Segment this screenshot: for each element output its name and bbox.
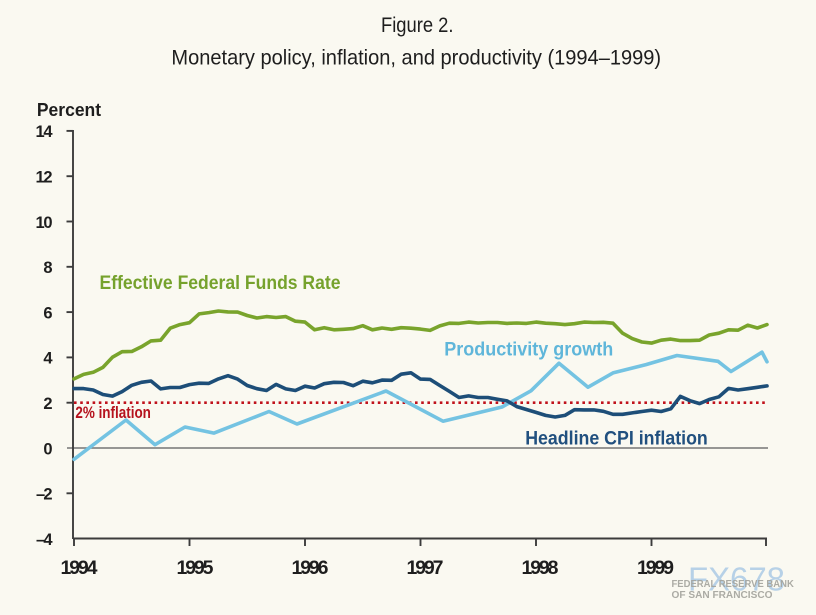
svg-text:Productivity growth: Productivity growth xyxy=(444,338,613,360)
svg-text:8: 8 xyxy=(43,259,52,277)
svg-text:Headline CPI inflation: Headline CPI inflation xyxy=(525,427,708,449)
svg-text:10: 10 xyxy=(36,214,53,232)
svg-text:2% inflation: 2% inflation xyxy=(75,404,150,422)
svg-text:12: 12 xyxy=(36,169,53,187)
svg-text:Monetary policy, inflation, an: Monetary policy, inflation, and producti… xyxy=(171,46,661,70)
svg-text:FEDERAL RESERVE BANK: FEDERAL RESERVE BANK xyxy=(672,579,795,590)
svg-text:1994: 1994 xyxy=(61,557,98,579)
svg-text:1999: 1999 xyxy=(637,557,674,579)
svg-text:14: 14 xyxy=(36,123,54,141)
svg-text:2: 2 xyxy=(43,395,52,413)
svg-text:Percent: Percent xyxy=(37,100,101,120)
svg-text:–4: –4 xyxy=(36,531,53,549)
svg-text:FX678: FX678 xyxy=(688,560,785,597)
svg-text:OF SAN FRANCISCO: OF SAN FRANCISCO xyxy=(672,590,773,601)
svg-text:–2: –2 xyxy=(36,486,53,504)
svg-text:6: 6 xyxy=(43,304,52,322)
svg-text:1997: 1997 xyxy=(407,557,444,579)
svg-text:Effective Federal Funds Rate: Effective Federal Funds Rate xyxy=(100,272,341,294)
svg-text:4: 4 xyxy=(43,350,53,368)
svg-text:Figure 2.: Figure 2. xyxy=(381,13,454,37)
svg-text:1998: 1998 xyxy=(522,557,559,579)
svg-text:1996: 1996 xyxy=(292,557,329,579)
svg-text:1995: 1995 xyxy=(177,557,214,579)
svg-text:0: 0 xyxy=(43,440,52,458)
